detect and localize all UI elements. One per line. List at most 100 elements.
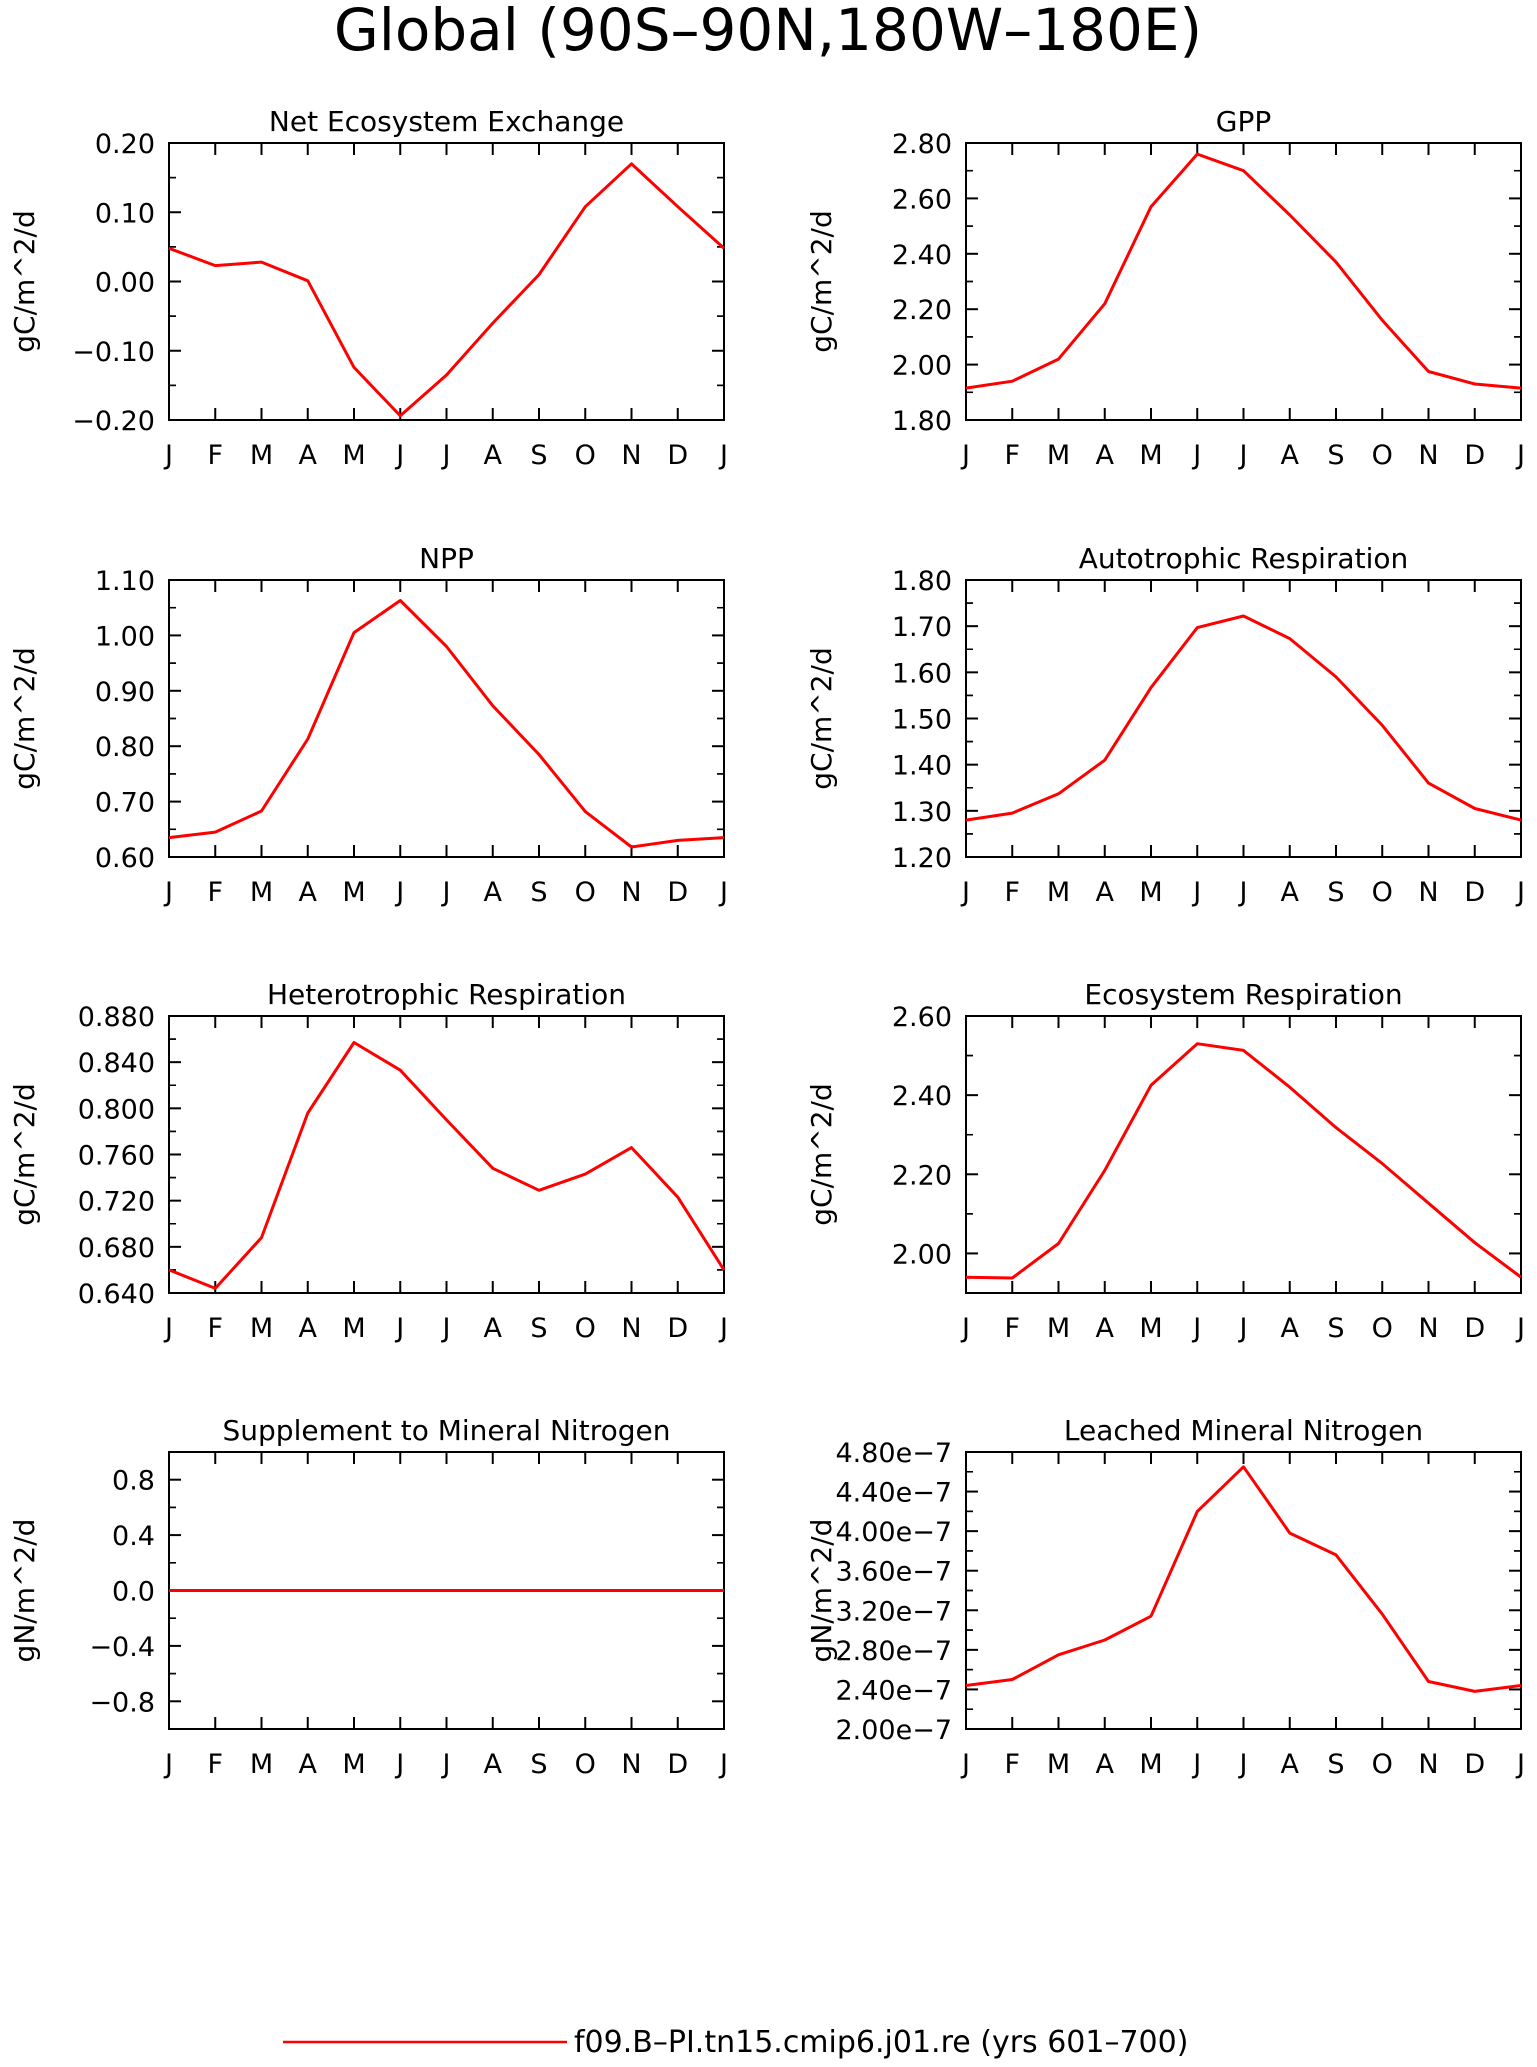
y-tick-label: 2.80e−7 <box>835 1636 952 1667</box>
x-tick-label: J <box>394 1749 404 1780</box>
y-tick-label: 1.70 <box>892 612 952 643</box>
y-axis-label: gN/m^2/d <box>805 1519 838 1663</box>
x-tick-label: J <box>441 1749 451 1780</box>
x-tick-label: N <box>1418 440 1438 471</box>
y-axis-label: gN/m^2/d <box>8 1519 41 1663</box>
plot-frame <box>965 579 1522 858</box>
x-tick-label: D <box>1464 440 1485 471</box>
x-tick-label: F <box>207 440 223 471</box>
x-tick-label: S <box>530 877 547 908</box>
series-line <box>168 599 725 849</box>
x-tick-label: M <box>250 440 273 471</box>
y-tick-label: 1.30 <box>892 797 952 828</box>
y-tick-label: 1.10 <box>95 566 155 597</box>
x-tick-label: N <box>621 1749 641 1780</box>
y-tick-label: 0.880 <box>78 1002 155 1033</box>
x-tick-label: O <box>575 877 596 908</box>
x-tick-label: D <box>1464 877 1485 908</box>
chart-title: Net Ecosystem Exchange <box>269 105 624 138</box>
x-tick-label: D <box>1464 1313 1485 1344</box>
x-tick-label: O <box>1372 1313 1393 1344</box>
x-tick-label: A <box>1281 440 1300 471</box>
x-tick-label: A <box>484 877 503 908</box>
x-tick-label: J <box>1515 440 1525 471</box>
series-line <box>965 152 1522 390</box>
x-tick-label: A <box>484 440 503 471</box>
x-tick-label: M <box>250 1749 273 1780</box>
y-tick-label: 0.720 <box>78 1187 155 1218</box>
y-tick-label: 0.4 <box>112 1521 155 1552</box>
x-tick-label: A <box>1096 877 1115 908</box>
y-tick-label: −0.8 <box>89 1687 155 1718</box>
y-tick-label: 0.800 <box>78 1094 155 1125</box>
plot-frame <box>965 142 1522 421</box>
x-tick-label: N <box>1418 877 1438 908</box>
y-tick-label: 3.60e−7 <box>835 1557 952 1588</box>
x-tick-label: J <box>960 440 970 471</box>
x-tick-label: J <box>1191 1313 1201 1344</box>
x-tick-label: A <box>1281 1313 1300 1344</box>
x-tick-label: D <box>667 877 688 908</box>
x-tick-label: M <box>342 440 365 471</box>
x-tick-label: M <box>342 1749 365 1780</box>
x-tick-label: O <box>1372 877 1393 908</box>
y-tick-label: 2.60 <box>892 184 952 215</box>
y-tick-label: 0.840 <box>78 1048 155 1079</box>
plot-frame <box>168 142 725 421</box>
y-tick-label: 1.80 <box>892 566 952 597</box>
x-tick-label: J <box>960 1749 970 1780</box>
x-tick-label: D <box>667 1749 688 1780</box>
x-tick-label: J <box>718 1313 728 1344</box>
series-line <box>965 1042 1522 1280</box>
y-tick-label: 1.20 <box>892 843 952 874</box>
x-tick-label: F <box>1004 1313 1020 1344</box>
x-tick-label: S <box>530 1749 547 1780</box>
y-tick-label: 0.90 <box>95 677 155 708</box>
x-tick-label: O <box>575 1749 596 1780</box>
y-tick-label: 4.80e−7 <box>835 1438 952 1469</box>
x-tick-label: J <box>163 440 173 471</box>
y-axis-label: gC/m^2/d <box>8 1083 41 1226</box>
x-tick-label: M <box>1047 440 1070 471</box>
y-tick-label: 2.40e−7 <box>835 1675 952 1706</box>
x-tick-label: J <box>1191 877 1201 908</box>
chart-title: Heterotrophic Respiration <box>267 978 626 1011</box>
y-axis-label: gC/m^2/d <box>8 647 41 790</box>
x-tick-label: J <box>394 440 404 471</box>
series-line <box>168 162 726 418</box>
y-tick-label: 0.00 <box>95 268 155 299</box>
series-line <box>168 1041 726 1290</box>
y-tick-label: 2.40 <box>892 1081 952 1112</box>
x-tick-label: J <box>718 1749 728 1780</box>
x-tick-label: M <box>1047 1313 1070 1344</box>
x-tick-label: A <box>1096 1749 1115 1780</box>
y-axis-label: gC/m^2/d <box>805 1083 838 1226</box>
chart-panel: Supplement to Mineral Nitrogen gN/m^2/d J F… <box>8 1414 728 1780</box>
x-tick-label: J <box>960 1313 970 1344</box>
plot-frame <box>168 1015 725 1294</box>
x-tick-label: J <box>441 440 451 471</box>
x-tick-label: D <box>667 440 688 471</box>
x-tick-label: J <box>718 440 728 471</box>
y-tick-label: 2.60 <box>892 1002 952 1033</box>
x-tick-label: A <box>1281 1749 1300 1780</box>
x-tick-label: M <box>1047 877 1070 908</box>
x-tick-label: A <box>484 1313 503 1344</box>
chart-title: Supplement to Mineral Nitrogen <box>223 1414 671 1447</box>
x-tick-label: M <box>1139 440 1162 471</box>
x-tick-label: F <box>1004 1749 1020 1780</box>
y-tick-label: 1.80 <box>892 406 952 437</box>
y-tick-label: 2.00e−7 <box>835 1715 952 1746</box>
x-tick-label: M <box>250 1313 273 1344</box>
y-tick-label: 4.00e−7 <box>835 1517 952 1548</box>
x-tick-label: S <box>530 440 547 471</box>
x-tick-label: O <box>575 1313 596 1344</box>
chart-title: GPP <box>1216 105 1271 138</box>
x-tick-label: J <box>441 877 451 908</box>
